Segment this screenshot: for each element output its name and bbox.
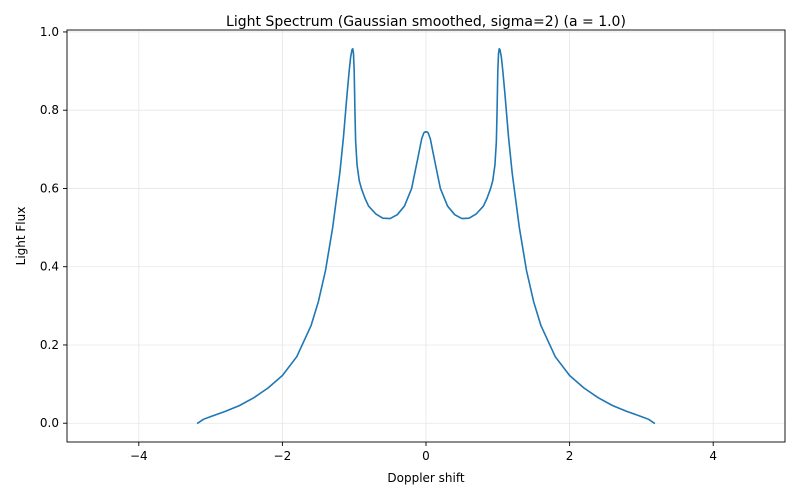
x-tick-label: −4: [130, 449, 148, 463]
grid-lines: [67, 30, 785, 442]
y-axis-label: Light Flux: [14, 207, 28, 266]
x-axis-label: Doppler shift: [387, 471, 464, 485]
x-tick-label: 0: [422, 449, 430, 463]
chart-title: Light Spectrum (Gaussian smoothed, sigma…: [226, 14, 626, 30]
y-tick-label: 0.0: [40, 416, 59, 430]
y-tick-label: 0.2: [40, 338, 59, 352]
x-tick-label: 2: [566, 449, 574, 463]
x-tick-label: −2: [274, 449, 292, 463]
x-ticks: −4 −2 0 2 4: [130, 442, 717, 463]
y-tick-label: 0.6: [40, 181, 59, 195]
y-tick-label: 0.4: [40, 260, 59, 274]
y-ticks: 0.0 0.2 0.4 0.6 0.8 1.0: [40, 25, 67, 430]
series-group: [196, 47, 656, 425]
series-line-0: [196, 47, 656, 425]
x-tick-label: 4: [709, 449, 717, 463]
y-tick-label: 0.8: [40, 103, 59, 117]
y-tick-label: 1.0: [40, 25, 59, 39]
